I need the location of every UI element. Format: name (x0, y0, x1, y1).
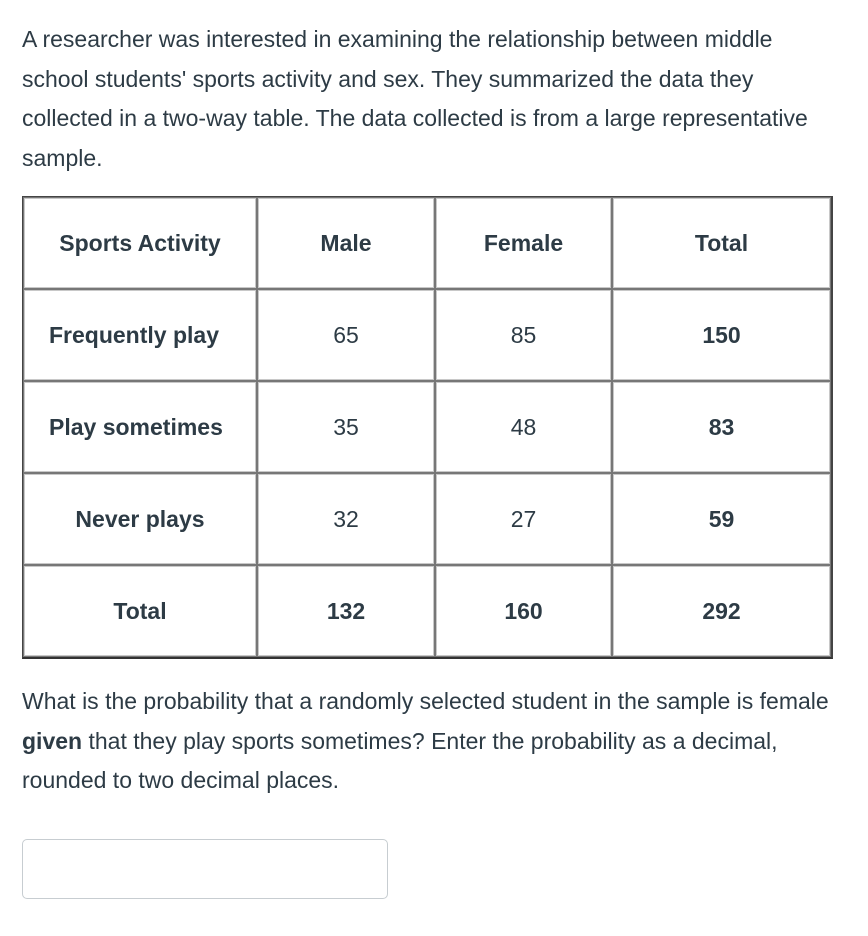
table-row: Frequently play 65 85 150 (23, 289, 831, 381)
row-label: Play sometimes (23, 381, 257, 473)
cell-male: 35 (257, 381, 435, 473)
cell-total: 292 (612, 565, 831, 657)
table-header-row: Sports Activity Male Female Total (23, 197, 831, 289)
two-way-table: Sports Activity Male Female Total Freque… (22, 196, 833, 659)
row-label: Frequently play (23, 289, 257, 381)
header-female: Female (435, 197, 612, 289)
cell-male: 32 (257, 473, 435, 565)
cell-female: 27 (435, 473, 612, 565)
question-emphasis: given (22, 727, 83, 754)
answer-input[interactable] (22, 839, 388, 899)
question-text-before: What is the probability that a randomly … (22, 688, 829, 714)
header-total: Total (612, 197, 831, 289)
header-male: Male (257, 197, 435, 289)
cell-male: 65 (257, 289, 435, 381)
header-sports-activity: Sports Activity (23, 197, 257, 289)
table-row: Play sometimes 35 48 83 (23, 381, 831, 473)
cell-total: 150 (612, 289, 831, 381)
row-label: Total (23, 565, 257, 657)
cell-total: 59 (612, 473, 831, 565)
row-label: Never plays (23, 473, 257, 565)
cell-female: 160 (435, 565, 612, 657)
cell-female: 48 (435, 381, 612, 473)
cell-female: 85 (435, 289, 612, 381)
question-text-after: that they play sports sometimes? Enter t… (22, 727, 778, 794)
table-row: Never plays 32 27 59 (23, 473, 831, 565)
cell-male: 132 (257, 565, 435, 657)
table-total-row: Total 132 160 292 (23, 565, 831, 657)
intro-paragraph: A researcher was interested in examining… (22, 26, 808, 171)
cell-total: 83 (612, 381, 831, 473)
question-paragraph: What is the probability that a randomly … (22, 682, 852, 801)
